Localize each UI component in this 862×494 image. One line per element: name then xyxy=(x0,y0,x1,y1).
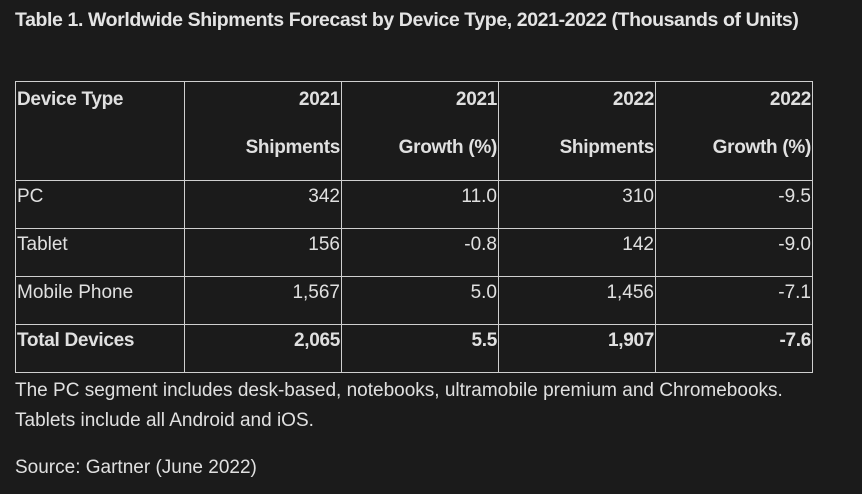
table-header-row: Device Type 2021 Shipments 2021 Growth (… xyxy=(15,81,813,181)
shipments-table: Device Type 2021 Shipments 2021 Growth (… xyxy=(15,81,813,373)
table-title: Table 1. Worldwide Shipments Forecast by… xyxy=(15,9,799,31)
header-metric: Growth (%) xyxy=(712,137,812,158)
header-2022-shipments: 2022 Shipments xyxy=(498,81,656,181)
header-2021-growth: 2021 Growth (%) xyxy=(341,81,499,181)
header-year: 2022 xyxy=(612,89,654,110)
cell-2021-growth: 11.0 xyxy=(341,180,499,229)
header-year: 2022 xyxy=(769,89,811,110)
cell-2021-growth: 5.0 xyxy=(341,276,499,325)
table-row-tablet: Tablet 156 -0.8 142 -9.0 xyxy=(15,228,813,277)
cell-2022-growth: -9.0 xyxy=(655,228,813,277)
table-row-mobile-phone: Mobile Phone 1,567 5.0 1,456 -7.1 xyxy=(15,276,813,325)
cell-device: PC xyxy=(15,180,185,229)
header-year: 2021 xyxy=(455,89,497,110)
cell-2022-growth: -9.5 xyxy=(655,180,813,229)
cell-device: Total Devices xyxy=(15,324,185,373)
cell-2021-growth: 5.5 xyxy=(341,324,499,373)
cell-2022-shipments: 1,456 xyxy=(498,276,656,325)
cell-2022-growth: -7.1 xyxy=(655,276,813,325)
cell-2022-shipments: 310 xyxy=(498,180,656,229)
header-metric: Growth (%) xyxy=(398,137,498,158)
table-row-total: Total Devices 2,065 5.5 1,907 -7.6 xyxy=(15,324,813,373)
header-2022-growth: 2022 Growth (%) xyxy=(655,81,813,181)
header-2021-shipments: 2021 Shipments xyxy=(184,81,342,181)
cell-2021-shipments: 342 xyxy=(184,180,342,229)
cell-device: Tablet xyxy=(15,228,185,277)
cell-2022-growth: -7.6 xyxy=(655,324,813,373)
cell-2021-shipments: 156 xyxy=(184,228,342,277)
cell-2021-growth: -0.8 xyxy=(341,228,499,277)
header-metric: Shipments xyxy=(559,137,655,158)
header-metric: Shipments xyxy=(245,137,341,158)
cell-device: Mobile Phone xyxy=(15,276,185,325)
table-row-pc: PC 342 11.0 310 -9.5 xyxy=(15,180,813,229)
header-year: 2021 xyxy=(298,89,340,110)
header-device-type: Device Type xyxy=(15,81,185,181)
cell-2021-shipments: 1,567 xyxy=(184,276,342,325)
cell-2022-shipments: 142 xyxy=(498,228,656,277)
cell-2022-shipments: 1,907 xyxy=(498,324,656,373)
source-citation: Source: Gartner (June 2022) xyxy=(15,457,257,478)
header-label: Device Type xyxy=(17,89,124,110)
table-footnote: The PC segment includes desk-based, note… xyxy=(15,380,783,431)
cell-2021-shipments: 2,065 xyxy=(184,324,342,373)
